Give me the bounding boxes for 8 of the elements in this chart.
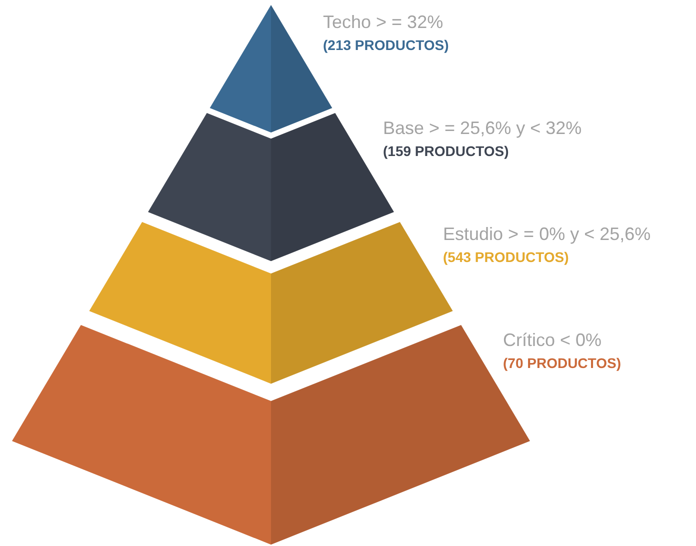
data-label: (213 PRODUCTOS) <box>323 37 449 53</box>
data-label: (543 PRODUCTOS) <box>443 249 569 265</box>
data-label: (159 PRODUCTOS) <box>383 143 509 159</box>
data-label: (70 PRODUCTOS) <box>503 355 621 371</box>
category-label: Crítico < 0% <box>503 330 602 350</box>
category-label: Base > = 25,6% y < 32% <box>383 118 582 138</box>
category-label: Techo > = 32% <box>323 12 444 32</box>
category-label: Estudio > = 0% y < 25,6% <box>443 224 651 244</box>
